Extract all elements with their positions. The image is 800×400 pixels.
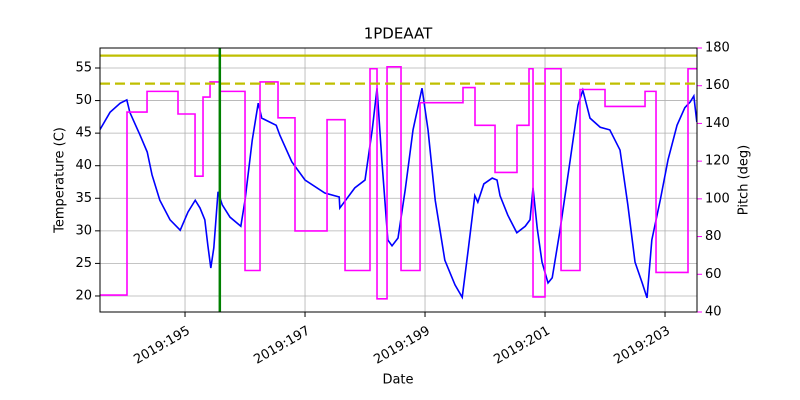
y-tick-label: 45	[75, 126, 92, 141]
y2-tick-label: 60	[705, 267, 722, 282]
y2-axis-label: Pitch (deg)	[737, 145, 752, 215]
x-tick-label: 2019:201	[491, 324, 552, 368]
y2-tick-label: 120	[705, 154, 730, 169]
x-tick-label: 2019:199	[371, 324, 432, 368]
x-tick-label: 2019:203	[611, 324, 672, 368]
y2-tick-label: 80	[705, 229, 722, 244]
x-tick-label: 2019:197	[251, 324, 312, 368]
y-tick-label: 25	[75, 256, 92, 271]
y-tick-label: 35	[75, 191, 92, 206]
y-tick-label: 40	[75, 158, 92, 173]
y-tick-label: 50	[75, 93, 92, 108]
grid	[100, 48, 697, 312]
x-axis-label: Date	[382, 373, 413, 388]
plot-frame	[99, 47, 698, 313]
y2-tick-label: 40	[705, 305, 722, 320]
y-tick-label: 55	[75, 60, 92, 75]
chart-title: 1PDEAAT	[364, 25, 433, 43]
y2-tick-label: 140	[705, 116, 730, 131]
y2-tick-label: 100	[705, 191, 730, 206]
y-tick-label: 30	[75, 223, 92, 238]
y2-tick-label: 180	[705, 41, 730, 56]
data-line	[100, 87, 697, 300]
y-axis-label: Temperature (C)	[53, 127, 68, 234]
plot-area	[100, 48, 697, 312]
y2-tick-label: 160	[705, 78, 730, 93]
x-tick-label: 2019:195	[131, 324, 192, 368]
data-line	[100, 66, 697, 300]
y-tick-label: 20	[75, 288, 92, 303]
